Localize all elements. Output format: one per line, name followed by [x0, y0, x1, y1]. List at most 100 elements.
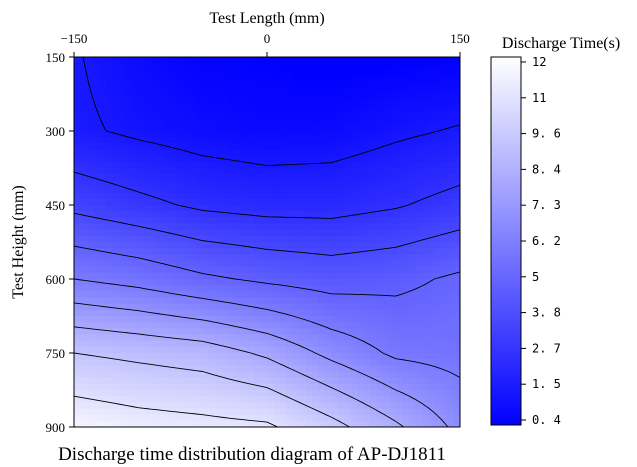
- heatmap-cell: [80, 346, 88, 354]
- heatmap-cell: [395, 186, 403, 194]
- heatmap-cell: [112, 260, 120, 268]
- heatmap-cell: [273, 390, 281, 397]
- heatmap-cell: [305, 272, 313, 280]
- heatmap-cell: [344, 100, 352, 107]
- heatmap-cell: [170, 94, 178, 101]
- heatmap-cell: [131, 390, 139, 397]
- heatmap-cell: [125, 124, 133, 132]
- heatmap-cell: [363, 414, 371, 422]
- heatmap-cell: [369, 316, 377, 323]
- heatmap-cell: [176, 285, 184, 292]
- heatmap-cell: [241, 383, 249, 391]
- heatmap-cell: [305, 266, 313, 274]
- heatmap-cell: [267, 137, 275, 144]
- heatmap-cell: [234, 155, 242, 163]
- heatmap-cell: [369, 359, 377, 366]
- heatmap-cell: [189, 297, 197, 305]
- heatmap-cell: [99, 57, 107, 64]
- heatmap-cell: [408, 272, 416, 280]
- heatmap-cell: [350, 371, 358, 379]
- heatmap-cell: [157, 322, 165, 329]
- heatmap-cell: [350, 353, 358, 360]
- heatmap-cell: [292, 198, 300, 206]
- heatmap-cell: [202, 272, 210, 280]
- heatmap-cell: [189, 340, 197, 348]
- heatmap-cell: [331, 340, 339, 348]
- heatmap-cell: [196, 340, 204, 348]
- heatmap-cell: [151, 359, 159, 366]
- heatmap-cell: [157, 100, 165, 107]
- heatmap-cell: [112, 371, 120, 379]
- heatmap-cell: [376, 242, 384, 249]
- heatmap-cell: [382, 112, 390, 120]
- heatmap-cell: [260, 414, 268, 422]
- heatmap-cell: [408, 390, 416, 397]
- heatmap-cell: [80, 124, 88, 132]
- heatmap-cell: [376, 248, 384, 255]
- heatmap-cell: [292, 137, 300, 144]
- heatmap-cell: [434, 63, 442, 70]
- heatmap-cell: [125, 106, 133, 114]
- heatmap-cell: [440, 371, 448, 379]
- heatmap-cell: [376, 297, 384, 305]
- heatmap-cell: [138, 112, 146, 120]
- heatmap-cell: [402, 402, 410, 410]
- heatmap-cell: [260, 100, 268, 107]
- heatmap-cell: [389, 198, 397, 206]
- heatmap-cell: [279, 266, 287, 274]
- heatmap-cell: [189, 180, 197, 188]
- heatmap-cell: [93, 346, 101, 354]
- heatmap-cell: [440, 328, 448, 336]
- heatmap-cell: [151, 100, 159, 107]
- heatmap-cell: [254, 272, 262, 280]
- heatmap-cell: [254, 168, 262, 175]
- heatmap-cell: [363, 242, 371, 249]
- heatmap-cell: [376, 106, 384, 114]
- heatmap-cell: [131, 266, 139, 274]
- heatmap-cell: [434, 420, 442, 427]
- heatmap-cell: [376, 353, 384, 360]
- heatmap-cell: [324, 149, 332, 157]
- heatmap-cell: [318, 100, 326, 107]
- heatmap-cell: [318, 272, 326, 280]
- heatmap-cell: [369, 106, 377, 114]
- heatmap-cell: [292, 131, 300, 138]
- heatmap-cell: [106, 242, 114, 249]
- heatmap-cell: [170, 365, 178, 373]
- heatmap-cell: [189, 266, 197, 274]
- heatmap-cell: [447, 143, 455, 151]
- heatmap-cell: [254, 316, 262, 323]
- heatmap-cell: [93, 124, 101, 132]
- heatmap-cell: [305, 260, 313, 268]
- heatmap-cell: [144, 186, 152, 194]
- heatmap-cell: [247, 106, 255, 114]
- heatmap-cell: [395, 309, 403, 317]
- heatmap-cell: [299, 359, 307, 366]
- heatmap-cell: [170, 137, 178, 144]
- colorbar-tick-label: 3. 8: [532, 306, 561, 320]
- heatmap-cell: [402, 316, 410, 323]
- heatmap-cell: [157, 168, 165, 175]
- heatmap-cell: [279, 137, 287, 144]
- heatmap-cell: [427, 334, 435, 342]
- heatmap-cell: [318, 291, 326, 299]
- heatmap-cell: [369, 279, 377, 286]
- heatmap-cell: [196, 100, 204, 107]
- heatmap-cell: [176, 106, 184, 114]
- heatmap-cell: [395, 192, 403, 200]
- heatmap-cell: [151, 87, 159, 95]
- heatmap-cell: [183, 137, 191, 144]
- heatmap-cell: [344, 353, 352, 360]
- heatmap-cell: [389, 229, 397, 237]
- heatmap-cell: [99, 408, 107, 416]
- heatmap-cell: [99, 81, 107, 89]
- heatmap-cell: [434, 248, 442, 255]
- heatmap-cell: [324, 297, 332, 305]
- heatmap-cell: [209, 291, 217, 299]
- heatmap-cell: [176, 57, 184, 64]
- heatmap-cell: [344, 94, 352, 101]
- heatmap-cell: [170, 260, 178, 268]
- heatmap-cell: [131, 279, 139, 286]
- heatmap-cell: [106, 383, 114, 391]
- heatmap-cell: [286, 75, 294, 83]
